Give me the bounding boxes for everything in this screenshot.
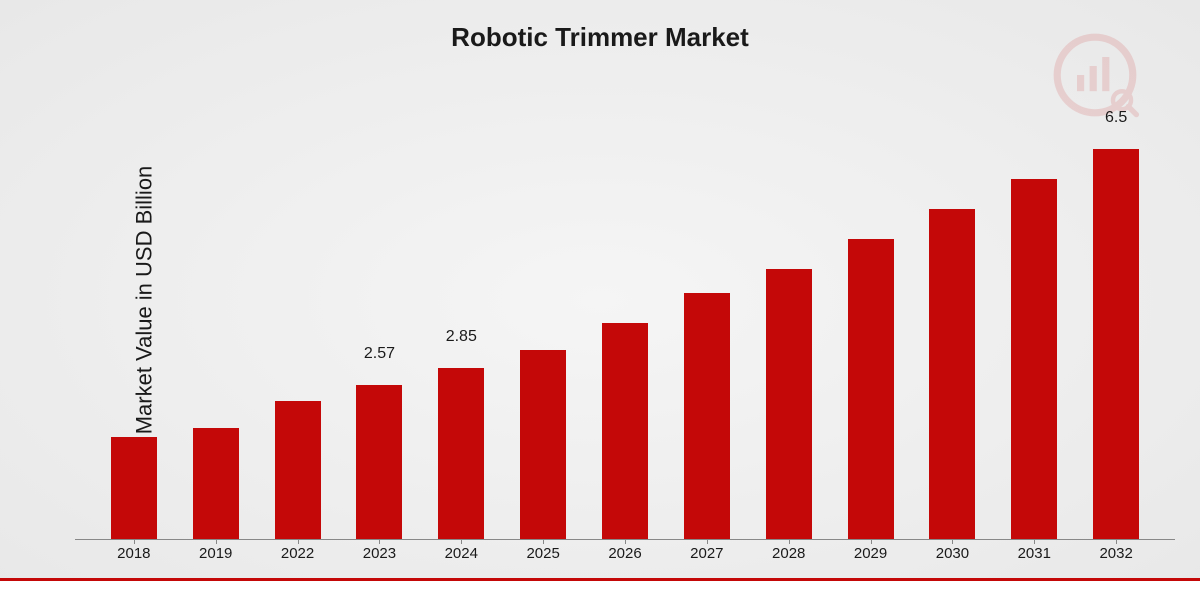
bar-2022 (275, 401, 321, 539)
bar-rect (438, 368, 484, 539)
x-tick-2030: 2030 (929, 539, 975, 562)
x-tick-2028: 2028 (766, 539, 812, 562)
bar-2028 (766, 269, 812, 539)
x-tick-2027: 2027 (684, 539, 730, 562)
bar-rect (1093, 149, 1139, 539)
x-tick-2023: 2023 (356, 539, 402, 562)
x-tick-2019: 2019 (193, 539, 239, 562)
bar-rect (929, 209, 975, 539)
bar-rect (356, 385, 402, 539)
x-tick-2018: 2018 (111, 539, 157, 562)
x-tick-2024: 2024 (438, 539, 484, 562)
x-tick-2025: 2025 (520, 539, 566, 562)
bar-rect (766, 269, 812, 539)
x-tick-2031: 2031 (1011, 539, 1057, 562)
chart-title: Robotic Trimmer Market (0, 22, 1200, 53)
watermark-logo (1050, 30, 1140, 120)
bar-2027 (684, 293, 730, 539)
plot-area: 2018201920222.5720232.852024202520262027… (75, 120, 1175, 540)
bar-rect (275, 401, 321, 539)
bar-2031 (1011, 179, 1057, 539)
bar-rect (520, 350, 566, 539)
bar-2030 (929, 209, 975, 539)
x-tick-2026: 2026 (602, 539, 648, 562)
x-tick-2029: 2029 (848, 539, 894, 562)
bar-rect (848, 239, 894, 539)
bar-value-label: 2.57 (356, 345, 402, 363)
bar-2019 (193, 428, 239, 539)
bar-2025 (520, 350, 566, 539)
bar-rect (602, 323, 648, 539)
bar-rect (1011, 179, 1057, 539)
bar-rect (684, 293, 730, 539)
x-tick-2022: 2022 (275, 539, 321, 562)
x-tick-2032: 2032 (1093, 539, 1139, 562)
bar-rect (111, 437, 157, 539)
footer-strip (0, 578, 1200, 600)
bar-2024: 2.85 (438, 368, 484, 539)
bar-value-label: 6.5 (1093, 109, 1139, 127)
bar-2032: 6.5 (1093, 149, 1139, 539)
bar-rect (193, 428, 239, 539)
chart-container: Robotic Trimmer Market Market Value in U… (0, 0, 1200, 600)
bar-2023: 2.57 (356, 385, 402, 539)
bar-2018 (111, 437, 157, 539)
bar-2026 (602, 323, 648, 539)
bar-value-label: 2.85 (438, 328, 484, 346)
bar-2029 (848, 239, 894, 539)
